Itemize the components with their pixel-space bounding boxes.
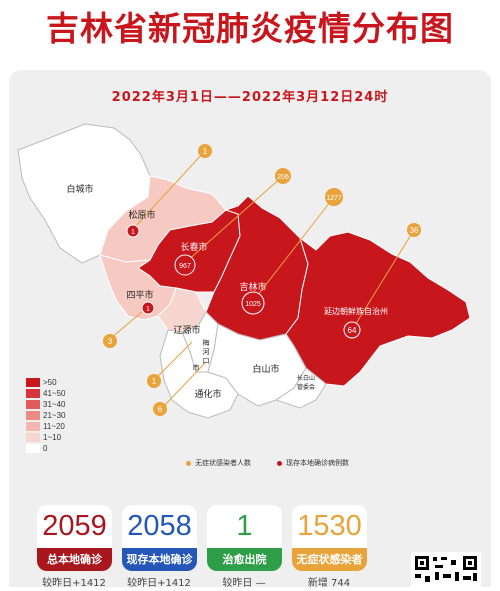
confirmed-value-jilin: 1025 bbox=[245, 301, 261, 308]
asym-value-liaoyuan: 1 bbox=[152, 377, 157, 386]
legend-row: 21~30 bbox=[26, 410, 65, 421]
stat-recovered: 1 治愈出院 bbox=[207, 505, 282, 571]
confirmed-value-songyuan: 1 bbox=[131, 229, 135, 236]
qr-code-icon bbox=[411, 552, 481, 587]
stat-sub-existing: 较昨日+1412 bbox=[127, 578, 191, 589]
red-dot-icon bbox=[277, 460, 282, 466]
stat-existing-confirmed: 2058 现存本地确诊 bbox=[122, 505, 197, 571]
legend-row: 0 bbox=[26, 443, 65, 454]
confirmed-marker-jilin bbox=[241, 291, 265, 315]
asym-value-siping: 3 bbox=[108, 337, 113, 346]
confirmed-value-yanbian: 64 bbox=[348, 326, 357, 335]
label-changchun: 长春市 bbox=[180, 241, 207, 252]
legend-label: 41~50 bbox=[43, 389, 66, 398]
legend-swatch bbox=[26, 400, 40, 409]
qr-pattern bbox=[415, 556, 477, 582]
legend-label: 0 bbox=[43, 444, 48, 453]
stat-sub-total: 较昨日+1412 bbox=[42, 578, 106, 589]
stat-value: 2058 bbox=[127, 510, 192, 542]
label-yanbian: 延边朝鲜族自治州 bbox=[324, 306, 388, 316]
asym-marker-changchun bbox=[275, 168, 291, 184]
legend-label: 1~10 bbox=[43, 433, 62, 442]
asym-marker-siping bbox=[103, 334, 117, 348]
stat-label: 总本地确诊 bbox=[37, 548, 112, 571]
label-tonghua: 通化市 bbox=[194, 388, 221, 399]
label-meihekou-2: 河 bbox=[203, 348, 210, 356]
stat-sub-asymptomatic: 新增 744 bbox=[307, 578, 351, 589]
asym-marker-liaoyuan bbox=[147, 374, 161, 388]
legend-row: 1~10 bbox=[26, 432, 65, 443]
label-meihekou-1: 梅 bbox=[203, 338, 210, 347]
legend-label: 11~20 bbox=[43, 422, 65, 431]
date-range: 2022年3月1日——2022年3月12日24时 bbox=[111, 90, 389, 105]
legend-swatch bbox=[26, 378, 40, 387]
legend-label: 31~40 bbox=[43, 400, 66, 409]
label-meihekou-4: 市 bbox=[193, 363, 200, 372]
color-legend: >50 41~50 31~40 21~30 11~20 1~10 0 bbox=[26, 377, 65, 454]
stat-value: 1530 bbox=[297, 510, 362, 542]
legend-asymptomatic-label: 无症状感染者人数 bbox=[195, 459, 251, 467]
confirmed-marker-songyuan bbox=[126, 224, 140, 238]
confirmed-value-changchun: 967 bbox=[179, 263, 191, 270]
stat-asymptomatic: 1530 无症状感染者 bbox=[292, 505, 367, 571]
region-tonghua[interactable] bbox=[159, 329, 239, 419]
legend-confirmed-label: 现存本地确诊病例数 bbox=[286, 459, 349, 467]
legend-confirmed: 现存本地确诊病例数 bbox=[277, 458, 349, 468]
confirmed-value-siping: 1 bbox=[146, 306, 150, 313]
label-siping: 四平市 bbox=[126, 289, 153, 300]
label-changbaishan-1: 长白山 bbox=[297, 374, 315, 382]
legend-label: 21~30 bbox=[43, 411, 66, 420]
legend-swatch bbox=[26, 433, 40, 442]
label-baicheng: 白城市 bbox=[66, 183, 93, 194]
confirmed-marker-siping bbox=[141, 301, 155, 315]
legend-swatch bbox=[26, 444, 40, 453]
legend-asymptomatic: 无症状感染者人数 bbox=[186, 458, 251, 468]
asym-value-songyuan: 1 bbox=[203, 147, 208, 156]
asym-marker-jilin bbox=[325, 188, 343, 206]
stat-label: 治愈出院 bbox=[207, 548, 282, 571]
marker-legend: 无症状感染者人数 现存本地确诊病例数 bbox=[186, 458, 349, 468]
confirmed-marker-yanbian bbox=[343, 321, 361, 339]
stat-label: 现存本地确诊 bbox=[122, 548, 197, 571]
legend-swatch bbox=[26, 411, 40, 420]
asym-value-yanbian: 36 bbox=[410, 226, 419, 235]
stat-sub-recovered: 较昨日 — bbox=[222, 578, 266, 589]
label-liaoyuan: 辽源市 bbox=[173, 324, 200, 335]
legend-row: 41~50 bbox=[26, 388, 65, 399]
label-songyuan: 松原市 bbox=[128, 209, 155, 220]
stat-value: 1 bbox=[236, 510, 253, 542]
page-title: 吉林省新冠肺炎疫情分布图 bbox=[46, 9, 454, 48]
label-changbaishan-2: 管委会 bbox=[297, 383, 315, 391]
label-baishan: 白山市 bbox=[252, 363, 279, 374]
legend-row: 31~40 bbox=[26, 399, 65, 410]
confirmed-marker-changchun bbox=[174, 254, 196, 276]
label-jilin: 吉林市 bbox=[239, 281, 266, 292]
asym-marker-yanbian bbox=[407, 223, 421, 237]
stat-total-confirmed: 2059 总本地确诊 bbox=[37, 505, 112, 571]
legend-row: >50 bbox=[26, 377, 65, 388]
legend-swatch bbox=[26, 389, 40, 398]
legend-row: 11~20 bbox=[26, 421, 65, 432]
stat-value: 2059 bbox=[42, 510, 107, 542]
asym-value-jilin: 1277 bbox=[326, 195, 342, 202]
label-meihekou-3: 口 bbox=[203, 357, 210, 365]
region-changbaishan[interactable] bbox=[274, 345, 327, 409]
stat-label: 无症状感染者 bbox=[292, 548, 367, 571]
orange-dot-icon bbox=[186, 460, 191, 466]
asym-value-changchun: 206 bbox=[277, 174, 289, 181]
asym-value-tonghua: 6 bbox=[158, 405, 163, 414]
legend-label: >50 bbox=[43, 378, 57, 387]
legend-swatch bbox=[26, 422, 40, 431]
asym-marker-songyuan bbox=[198, 144, 212, 158]
asym-marker-tonghua bbox=[153, 402, 167, 416]
